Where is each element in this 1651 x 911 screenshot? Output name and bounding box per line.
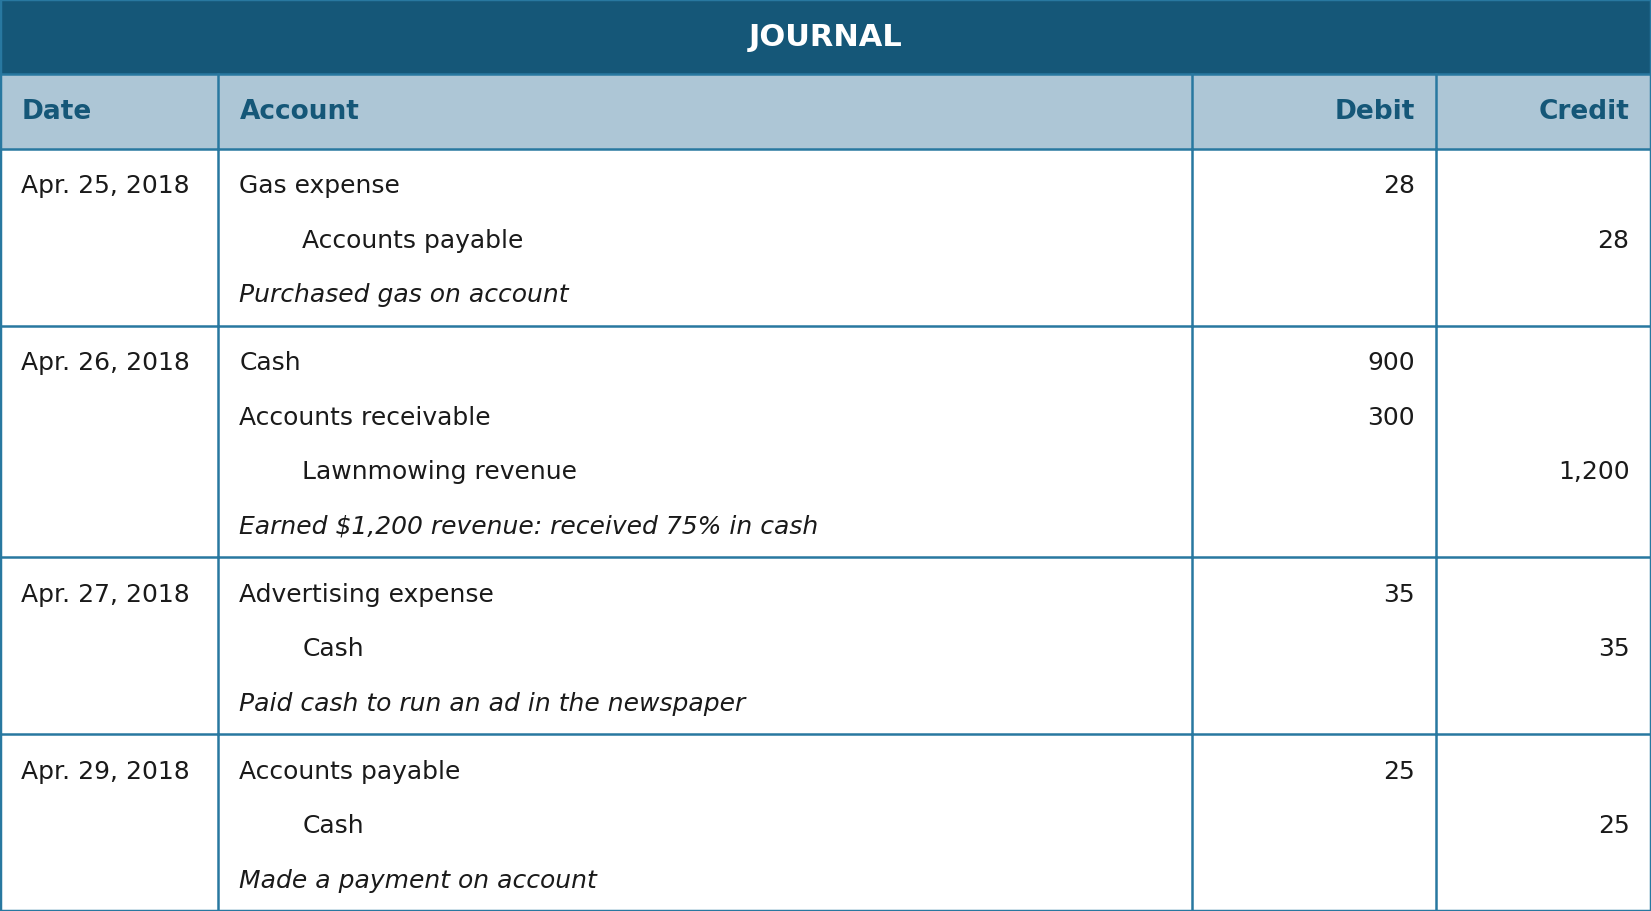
Text: Credit: Credit <box>1539 99 1630 125</box>
Text: Date: Date <box>21 99 92 125</box>
Text: 28: 28 <box>1598 229 1630 252</box>
Text: Earned $1,200 revenue: received 75% in cash: Earned $1,200 revenue: received 75% in c… <box>239 514 819 538</box>
Text: Apr. 25, 2018: Apr. 25, 2018 <box>21 174 190 198</box>
Text: Accounts receivable: Accounts receivable <box>239 405 490 429</box>
Text: Lawnmowing revenue: Lawnmowing revenue <box>302 460 578 484</box>
Bar <box>0 558 1651 734</box>
Text: 1,200: 1,200 <box>1559 460 1630 484</box>
Text: JOURNAL: JOURNAL <box>748 23 903 52</box>
Bar <box>0 0 1651 75</box>
Text: 900: 900 <box>1367 351 1415 375</box>
Bar <box>0 734 1651 911</box>
Text: Accounts payable: Accounts payable <box>239 759 461 783</box>
Text: Paid cash to run an ad in the newspaper: Paid cash to run an ad in the newspaper <box>239 691 746 715</box>
Bar <box>0 326 1651 558</box>
Bar <box>0 149 1651 326</box>
Text: Accounts payable: Accounts payable <box>302 229 523 252</box>
Text: Apr. 27, 2018: Apr. 27, 2018 <box>21 582 190 606</box>
Text: Cash: Cash <box>302 814 363 837</box>
Text: Cash: Cash <box>302 637 363 660</box>
Text: Apr. 29, 2018: Apr. 29, 2018 <box>21 759 190 783</box>
Text: 300: 300 <box>1367 405 1415 429</box>
Text: 25: 25 <box>1598 814 1630 837</box>
Bar <box>0 75 1651 149</box>
Text: Made a payment on account: Made a payment on account <box>239 868 598 892</box>
Text: Gas expense: Gas expense <box>239 174 400 198</box>
Text: 35: 35 <box>1598 637 1630 660</box>
Text: 28: 28 <box>1384 174 1415 198</box>
Text: 25: 25 <box>1384 759 1415 783</box>
Text: Apr. 26, 2018: Apr. 26, 2018 <box>21 351 190 375</box>
Text: 35: 35 <box>1384 582 1415 606</box>
Text: Debit: Debit <box>1334 99 1415 125</box>
Text: Purchased gas on account: Purchased gas on account <box>239 283 570 307</box>
Text: Advertising expense: Advertising expense <box>239 582 494 606</box>
Text: Account: Account <box>239 99 360 125</box>
Text: Cash: Cash <box>239 351 300 375</box>
